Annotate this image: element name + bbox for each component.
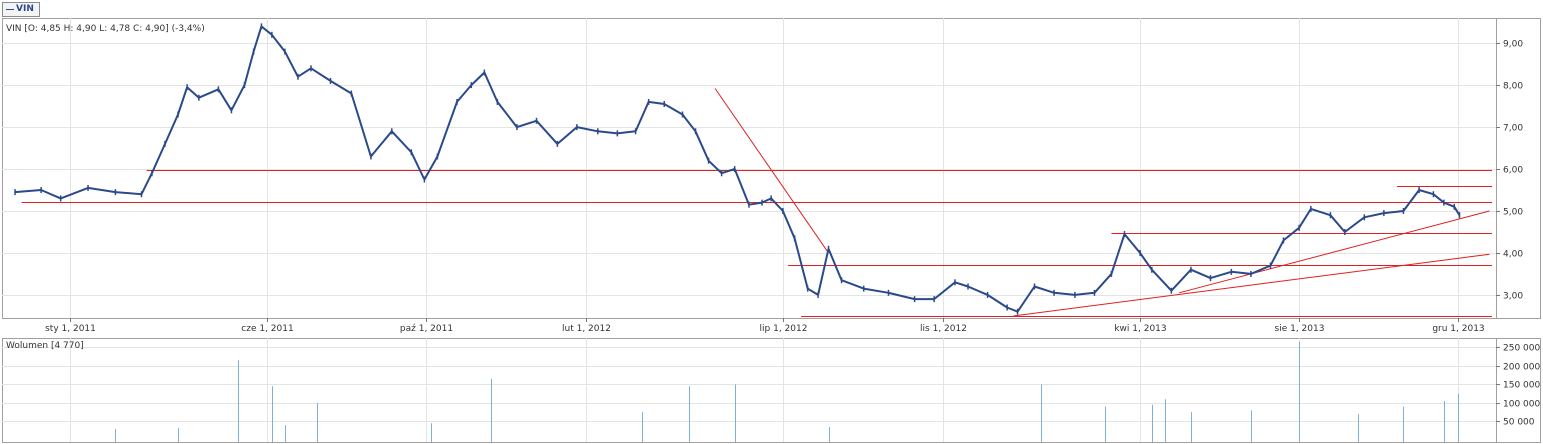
trend-line — [1013, 253, 1490, 317]
price-tick-label: 7,00 — [1503, 124, 1523, 134]
price-tick-label: 5,00 — [1503, 208, 1523, 218]
price-tick-label: 4,00 — [1503, 250, 1523, 260]
time-tick-label: gru 1, 2013 — [1432, 324, 1484, 334]
time-tick-label: cze 1, 2011 — [241, 324, 293, 334]
price-panel-frame — [2, 18, 1541, 319]
volume-tick-label: 250 000 — [1503, 344, 1540, 354]
symbol-tab[interactable]: VIN — [2, 2, 40, 17]
volume-chart-title: Wolumen [4 770] — [6, 341, 84, 351]
price-series-line — [14, 25, 1461, 313]
price-tick-label: 9,00 — [1503, 40, 1523, 50]
trend-line — [714, 88, 829, 254]
line-series-icon — [6, 9, 14, 10]
price-chart-title: VIN [O: 4,85 H: 4,90 L: 4,78 C: 4,90] (-… — [6, 24, 205, 34]
time-tick-label: lis 1, 2012 — [920, 324, 967, 334]
volume-tick-label: 150 000 — [1503, 381, 1540, 391]
price-tick-label: 3,00 — [1503, 292, 1523, 302]
volume-panel-frame — [2, 338, 1541, 443]
volume-tick-label: 50 000 — [1503, 418, 1535, 428]
symbol-tab-label: VIN — [16, 4, 34, 14]
time-tick-label: sie 1, 2013 — [1275, 324, 1325, 334]
time-tick-label: paź 1, 2011 — [400, 324, 453, 334]
price-tick-label: 8,00 — [1503, 82, 1523, 92]
trend-line — [1179, 210, 1490, 294]
time-tick-label: kwi 1, 2013 — [1114, 324, 1166, 334]
price-tick-label: 6,00 — [1503, 166, 1523, 176]
time-tick-label: lip 1, 2012 — [760, 324, 808, 334]
volume-tick-label: 100 000 — [1503, 400, 1540, 410]
time-tick-label: lut 1, 2012 — [562, 324, 611, 334]
time-tick-label: sty 1, 2011 — [45, 324, 96, 334]
volume-tick-label: 200 000 — [1503, 363, 1540, 373]
